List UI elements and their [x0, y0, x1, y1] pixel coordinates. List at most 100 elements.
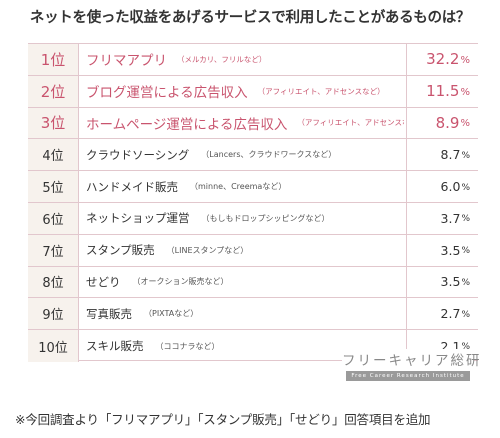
percentage-unit: % [460, 86, 470, 98]
column-divider [406, 330, 407, 362]
brand-logo: フリーキャリア総研 Free Career Research Institute [342, 349, 482, 387]
percentage-value: 8.7 [440, 147, 461, 163]
column-divider [78, 266, 79, 298]
percentage-cell: 3.5% [408, 267, 470, 298]
rank-label: 5位 [42, 181, 64, 197]
service-cell: せどり （オークション販売など） [86, 267, 404, 298]
rank-label: 6位 [42, 212, 64, 228]
table-row: 8位 せどり （オークション販売など） 3.5% [28, 266, 478, 299]
percentage-cell: 8.7% [408, 139, 470, 170]
rank-cell-background [28, 75, 78, 107]
service-examples: （LINEスタンプなど） [166, 245, 249, 255]
percentage-unit: % [461, 214, 470, 225]
service-name: ネットショップ運営 [86, 211, 190, 226]
rank-label: 3位 [40, 114, 66, 133]
service-name: せどり [86, 274, 121, 289]
service-name: フリマアプリ [86, 53, 167, 70]
table-row: 1位 フリマアプリ （メルカリ、フリルなど） 32.2% [28, 44, 478, 76]
brand-logo-subtext: Free Career Research Institute [346, 371, 470, 381]
column-divider [78, 298, 79, 330]
rank-cell-background [28, 234, 78, 266]
service-name: 写真販売 [86, 306, 132, 321]
percentage-value: 6.0 [440, 179, 461, 195]
percentage-unit: % [460, 118, 470, 130]
column-divider [406, 171, 407, 202]
percentage-cell: 11.5% [408, 76, 470, 107]
percentage-unit: % [461, 150, 470, 161]
table-row: 3位 ホームページ運営による広告収入 （アフィリエイト、アドセンスなど） 8.9% [28, 107, 478, 140]
rank-cell-background [28, 44, 78, 75]
column-divider [78, 171, 79, 202]
table-row: 7位 スタンプ販売 （LINEスタンプなど） 3.5% [28, 234, 478, 267]
column-divider [78, 234, 79, 266]
service-cell: スタンプ販売 （LINEスタンプなど） [86, 235, 404, 266]
service-examples: （アフィリエイト、アドセンスなど） [297, 118, 404, 128]
column-divider [406, 44, 407, 75]
service-cell: ホームページ運営による広告収入 （アフィリエイト、アドセンスなど） [86, 108, 404, 139]
service-examples: （Lancers、クラウドワークスなど） [201, 150, 337, 160]
service-examples: （もしもドロップシッピングなど） [201, 213, 330, 223]
service-name: スタンプ販売 [86, 243, 155, 258]
column-divider [78, 75, 79, 107]
percentage-value: 32.2 [426, 50, 460, 69]
service-cell: ブログ運営による広告収入 （アフィリエイト、アドセンスなど） [86, 76, 404, 107]
service-name: クラウドソーシング [86, 147, 190, 162]
percentage-unit: % [460, 54, 470, 66]
service-cell: スキル販売 （ココナラなど） [86, 330, 404, 362]
table-row: 6位 ネットショップ運営 （もしもドロップシッピングなど） 3.7% [28, 203, 478, 235]
column-divider [406, 107, 407, 139]
percentage-cell: 6.0% [408, 171, 470, 202]
percentage-value: 8.9 [435, 113, 460, 132]
column-divider [406, 266, 407, 298]
percentage-unit: % [461, 182, 470, 193]
column-divider [406, 234, 407, 266]
rank-label: 4位 [42, 149, 64, 165]
percentage-value: 11.5 [426, 82, 460, 101]
percentage-unit: % [461, 277, 470, 288]
service-examples: （minne、Creemaなど） [190, 182, 287, 192]
service-name: ハンドメイド販売 [86, 179, 178, 194]
service-cell: フリマアプリ （メルカリ、フリルなど） [86, 44, 404, 75]
column-divider [78, 139, 79, 171]
percentage-cell: 32.2% [408, 44, 470, 75]
percentage-cell: 2.7% [408, 298, 470, 329]
service-cell: ハンドメイド販売 （minne、Creemaなど） [86, 171, 404, 202]
rank-label: 8位 [42, 276, 64, 292]
service-cell: クラウドソーシング （Lancers、クラウドワークスなど） [86, 139, 404, 170]
column-divider [406, 75, 407, 107]
service-name: ホームページ運営による広告収入 [86, 116, 288, 133]
percentage-cell: 3.5% [408, 235, 470, 266]
service-name: ブログ運営による広告収入 [86, 85, 248, 102]
rank-label: 1位 [40, 50, 66, 69]
rank-label: 2位 [40, 82, 66, 101]
column-divider [78, 330, 79, 362]
service-name: スキル販売 [86, 339, 144, 354]
rank-cell-background [28, 107, 78, 139]
rank-cell-background [28, 266, 78, 298]
rank-label: 10位 [38, 340, 68, 356]
service-examples: （ココナラなど） [155, 341, 220, 351]
ranking-table: 1位 フリマアプリ （メルカリ、フリルなど） 32.2% 2位 ブログ運営による広告収入 （… [28, 43, 478, 362]
service-examples: （PIXTAなど） [144, 309, 199, 319]
column-divider [406, 203, 407, 234]
table-row: 5位 ハンドメイド販売 （minne、Creemaなど） 6.0% [28, 171, 478, 203]
service-examples: （アフィリエイト、アドセンスなど） [257, 86, 385, 96]
chart-title: ネットを使った収益をあげるサービスで利用したことがあるものは？ [29, 10, 471, 26]
percentage-value: 2.7 [440, 306, 461, 322]
table-row: 4位 クラウドソーシング （Lancers、クラウドワークスなど） 8.7% [28, 139, 478, 172]
service-cell: ネットショップ運営 （もしもドロップシッピングなど） [86, 203, 404, 234]
percentage-unit: % [461, 309, 470, 320]
column-divider [406, 139, 407, 171]
percentage-cell: 3.7% [408, 203, 470, 234]
brand-logo-text: フリーキャリア総研 [342, 353, 482, 369]
rank-cell-background [28, 330, 78, 362]
table-row: 9位 写真販売 （PIXTAなど） 2.7% [28, 298, 478, 331]
column-divider [406, 298, 407, 330]
column-divider [78, 107, 79, 139]
percentage-value: 3.7 [440, 210, 461, 226]
column-divider [78, 203, 79, 234]
percentage-value: 3.5 [440, 242, 461, 258]
rank-label: 7位 [42, 244, 64, 260]
service-examples: （メルカリ、フリルなど） [177, 54, 267, 64]
service-examples: （オークション販売など） [132, 277, 229, 287]
